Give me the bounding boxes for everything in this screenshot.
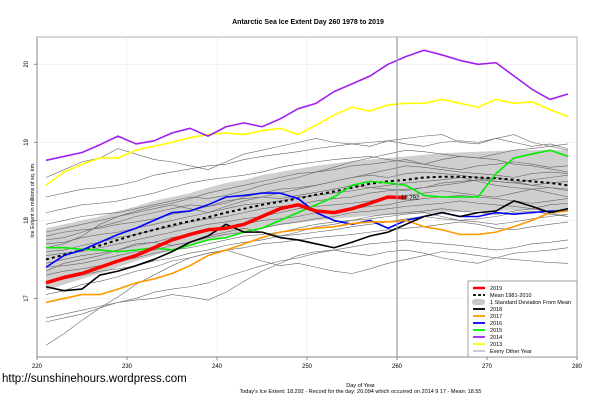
legend-label: 2015 — [490, 328, 502, 334]
chart-title: Antarctic Sea Ice Extent Day 260 1978 to… — [232, 19, 384, 26]
x-axis: 220 230 240 250 260 270 280 — [32, 356, 583, 370]
y-axis: 17 18 19 20 — [24, 37, 38, 357]
legend-label: 2016 — [490, 321, 502, 327]
legend-label: 2019 — [490, 286, 502, 292]
other-year-line — [45, 247, 569, 323]
footer-inner: Day of Year Today's Ice Extent: 18.292 -… — [240, 383, 482, 395]
other-year-line — [45, 221, 569, 295]
other-year-line — [45, 134, 569, 198]
x-axis-label: Day of Year — [346, 383, 375, 389]
legend-box — [467, 280, 578, 358]
watermark-url: http://sunshinehours.wordpress.com — [2, 373, 187, 385]
other-year-line — [45, 249, 569, 346]
other-year-line — [45, 156, 569, 213]
x-tick-label: 220 — [32, 364, 43, 370]
footer: Day of Year Today's Ice Extent: 18.292 -… — [0, 383, 601, 395]
legend-label: 2014 — [490, 335, 502, 341]
y-axis-label: Ice Extent in millions of sq. km. — [30, 162, 36, 238]
series-group — [45, 49, 569, 304]
other-year-line — [45, 174, 569, 237]
other-year-line — [45, 143, 569, 225]
series-line-2016 — [45, 192, 568, 268]
legend-label: Every Other Year — [490, 349, 532, 355]
legend-label: 2018 — [490, 307, 502, 313]
other-year-line — [45, 195, 569, 264]
x-tick-label: 240 — [212, 364, 223, 370]
other-year-line — [45, 239, 569, 319]
x-tick-label: 250 — [302, 364, 313, 370]
y-tick-label: 20 — [24, 60, 30, 67]
series-line-2017 — [45, 210, 569, 304]
series-line-2018 — [45, 200, 569, 292]
x-tick-label: 280 — [572, 364, 583, 370]
y-tick-label: 17 — [24, 294, 30, 301]
other-year-line — [45, 165, 569, 249]
y-tick-label: 18 — [24, 216, 30, 223]
other-year-line — [45, 200, 569, 268]
footer-summary: Today's Ice Extent: 18.292 - Record for … — [239, 389, 482, 395]
x-tick-label: 270 — [482, 364, 493, 370]
x-tick-label: 260 — [392, 364, 403, 370]
series-line-2019 — [45, 195, 407, 285]
other-year-line — [45, 159, 569, 233]
other-years — [45, 134, 569, 346]
legend-swatch — [472, 299, 485, 305]
series-line-2013 — [45, 98, 569, 186]
x-tick-label: 230 — [122, 364, 133, 370]
series-line-mean-1981-2010 — [45, 175, 569, 261]
y-tick-label: 19 — [24, 138, 30, 145]
end-value-label: 18.292 — [401, 196, 420, 202]
legend-label: 1 Standard Deviation From Mean — [490, 300, 571, 306]
legend-label: 2017 — [490, 314, 502, 320]
legend-label: Mean 1981-2010 — [490, 293, 532, 299]
series-line-2014 — [45, 49, 569, 162]
legend-label: 2013 — [490, 342, 502, 348]
other-year-line — [45, 134, 569, 178]
